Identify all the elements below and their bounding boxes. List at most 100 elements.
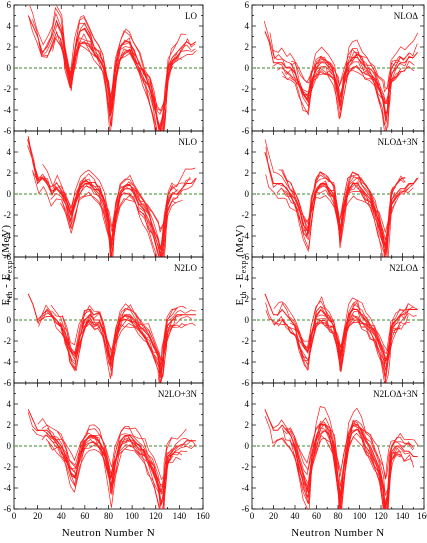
isotope-chain-line [60, 178, 192, 257]
y-label-sub-exp: exp [5, 260, 14, 273]
x-tick-label: 80 [334, 511, 344, 521]
panel-7: -6-4-2024020406080100120140160N2LOΔ+3N [242, 382, 427, 521]
series-group [27, 293, 197, 383]
y-tick-label: -2 [4, 210, 12, 220]
isotope-chain-line [62, 22, 196, 131]
y-tick-label: -2 [242, 210, 250, 220]
main-series-line [27, 293, 196, 373]
panel-2: -6 -4 -2 0 2 4 N2LO [4, 256, 204, 388]
y-tick-label: 0 [245, 189, 250, 199]
y-tick-label: 2 [245, 42, 250, 52]
isotope-chain-line [45, 432, 174, 509]
x-tick-label: 140 [396, 511, 410, 521]
isotope-chain-line [293, 406, 414, 509]
x-tick-label: 20 [269, 511, 279, 521]
y-tick-label: -2 [4, 84, 12, 94]
y-tick-label: -6 [242, 378, 250, 388]
isotope-chain-line [46, 427, 192, 485]
x-tick-label: 100 [125, 511, 139, 521]
y-tick-label: 2 [245, 168, 250, 178]
isotope-chain-line [282, 427, 401, 509]
y-tick-label: 0 [7, 441, 12, 451]
y-tick-label: -6 [4, 126, 12, 136]
y-tick-label: 0 [245, 441, 250, 451]
x-tick-label: 140 [173, 511, 187, 521]
y-label-mid: - E [0, 273, 12, 291]
isotope-chain-line [60, 182, 179, 257]
isotope-chain-line [43, 30, 182, 111]
isotope-chain-line [61, 305, 177, 361]
isotope-chain-line [289, 313, 417, 362]
isotope-chain-line [273, 315, 409, 376]
y-tick-label: 0 [245, 315, 250, 325]
isotope-chain-line [290, 53, 400, 90]
main-series-line [264, 31, 418, 118]
y-tick-label: -6 [242, 504, 250, 514]
x-tick-label: 120 [149, 511, 163, 521]
y-axis-label: Eth - Eexp (MeV) [0, 224, 14, 305]
panel-label: LO [185, 11, 197, 21]
y-tick-label: -4 [4, 357, 12, 367]
isotope-chain-line [289, 423, 397, 509]
y-tick-label: -6 [4, 252, 12, 262]
y-tick-label: 2 [7, 168, 12, 178]
x-tick-label: 60 [312, 511, 322, 521]
isotope-chain-line [285, 421, 415, 509]
isotope-chain-line [56, 39, 197, 112]
isotope-chain-line [56, 5, 178, 131]
y-label-main: E [0, 298, 12, 305]
isotope-chain-line [29, 5, 186, 131]
isotope-chain-line [294, 306, 418, 383]
isotope-chain-line [273, 295, 405, 362]
panel-4: -6 -4 -2 0 2 4 6 NLOΔ [242, 0, 425, 136]
series-group [263, 20, 419, 131]
x-tick-label: 160 [196, 511, 210, 521]
y-tick-label: -4 [4, 105, 12, 115]
isotope-chain-line [272, 32, 419, 118]
series-group [264, 406, 419, 509]
y-label-sub-exp: exp [239, 260, 248, 273]
isotope-chain-line [281, 177, 419, 257]
y-tick-label: -4 [4, 483, 12, 493]
y-tick-label: -4 [242, 105, 250, 115]
y-label-mid: - E [234, 273, 246, 291]
y-tick-label: 4 [7, 147, 12, 157]
x-tick-label: 120 [374, 511, 388, 521]
y-tick-label: 4 [245, 273, 250, 283]
y-tick-label: 4 [7, 21, 12, 31]
x-axis-label: Neutron Number N [291, 527, 385, 539]
y-tick-label: 6 [7, 0, 12, 10]
main-series-line [264, 409, 418, 509]
y-tick-label: 2 [7, 294, 12, 304]
isotope-chain-line [294, 429, 400, 509]
y-tick-label: -4 [4, 231, 12, 241]
isotope-chain-line [32, 12, 178, 131]
y-tick-label: 4 [245, 399, 250, 409]
isotope-chain-line [61, 321, 196, 367]
series-group [27, 409, 196, 509]
x-tick-label: 80 [104, 511, 114, 521]
y-label-main: E [234, 298, 246, 305]
y-tick-label: 0 [7, 189, 12, 199]
y-tick-label: -4 [242, 483, 250, 493]
panel-label: N2LO [174, 263, 197, 273]
series-group [27, 136, 197, 257]
x-tick-label: 60 [80, 511, 90, 521]
isotope-chain-line [281, 170, 405, 247]
y-tick-label: -4 [242, 231, 250, 241]
y-tick-label: 2 [245, 294, 250, 304]
isotope-chain-line [37, 418, 187, 495]
main-series-line [27, 136, 197, 257]
y-tick-label: -2 [242, 336, 250, 346]
y-tick-label: -2 [242, 462, 250, 472]
x-axis-label: Neutron Number N [62, 527, 156, 539]
y-tick-label: 2 [245, 420, 250, 430]
isotope-chain-line [27, 412, 196, 507]
x-tick-label: 0 [250, 511, 255, 521]
x-tick-label: 40 [291, 511, 301, 521]
isotope-chain-line [59, 308, 197, 375]
panel-label: N2LOΔ [389, 263, 418, 273]
isotope-chain-line [45, 438, 182, 509]
panel-label: NLO [179, 137, 198, 147]
